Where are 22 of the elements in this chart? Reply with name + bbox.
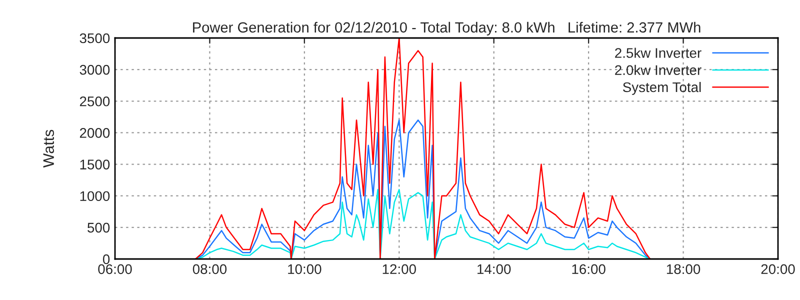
y-tick-label: 1000: [80, 191, 110, 202]
line-series: [194, 188, 651, 259]
y-axis-title: Watts: [43, 130, 54, 168]
legend-label: 2.5kw Inverter: [615, 48, 702, 58]
x-tick-label: 16:00: [572, 264, 606, 274]
x-tick-label: 12:00: [382, 264, 416, 274]
x-tick-label: 10:00: [288, 264, 322, 274]
y-tick-label: 1500: [80, 160, 110, 170]
x-tick-label: 08:00: [192, 264, 227, 274]
y-tick-label: 2000: [80, 128, 110, 138]
x-tick-label: 18:00: [666, 264, 700, 274]
y-tick-label: 2500: [80, 96, 110, 106]
legend-label: System Total: [622, 82, 701, 95]
legend-label: 2.0kw Inverter: [615, 64, 702, 76]
y-tick-label: 3500: [80, 33, 110, 44]
x-tick-label: 20:00: [761, 264, 795, 274]
chart-title: Power Generation for 02/12/2010 - Total Today: 8.0 kWh Lifetime: 2.377 MWh: [193, 22, 700, 36]
y-tick-label: 3000: [80, 64, 110, 75]
y-tick-label: 500: [88, 222, 110, 233]
x-tick-label: 06:00: [98, 264, 132, 274]
x-tick-label: 14:00: [478, 264, 511, 274]
y-tick-label: 0: [102, 254, 110, 264]
